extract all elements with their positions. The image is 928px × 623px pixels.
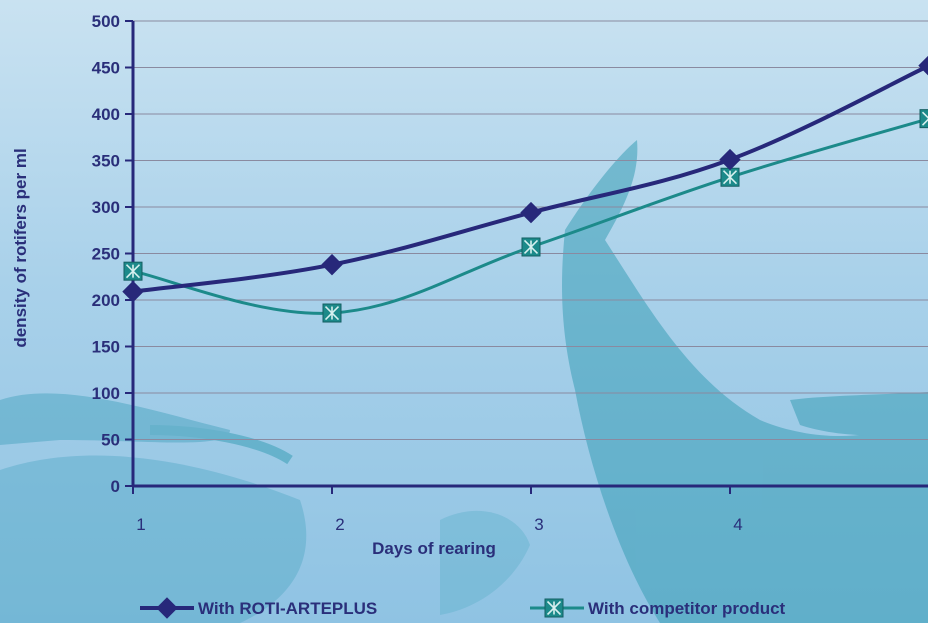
x-tick-label: 4 <box>733 515 742 534</box>
y-tick-label: 350 <box>92 152 120 171</box>
legend: With ROTI-ARTEPLUS With competitor produc… <box>140 597 786 619</box>
data-point <box>918 55 928 76</box>
y-tick-label: 450 <box>92 59 120 78</box>
data-point <box>520 201 542 224</box>
legend-label: With ROTI-ARTEPLUS <box>198 599 377 618</box>
data-point <box>123 261 143 281</box>
y-tick-label: 250 <box>92 245 120 264</box>
legend-item: With ROTI-ARTEPLUS <box>140 597 377 619</box>
y-tick-label: 50 <box>101 431 120 450</box>
data-point <box>720 167 740 187</box>
data-point <box>122 280 144 303</box>
series-layer <box>122 55 928 323</box>
data-point <box>321 253 343 276</box>
data-point <box>719 148 741 171</box>
series-roti-arteplus <box>122 55 928 303</box>
legend-marker <box>544 598 564 618</box>
legend-label: With competitor product <box>588 599 786 618</box>
x-tick-label: 3 <box>534 515 543 534</box>
legend-marker <box>156 597 178 619</box>
y-tick-label: 300 <box>92 198 120 217</box>
legend-item: With competitor product <box>530 598 786 618</box>
x-axis-title: Days of rearing <box>372 539 496 558</box>
series-line <box>132 63 928 294</box>
y-tick-label: 400 <box>92 105 120 124</box>
y-axis-ticks: 0 50 100 150 200 250 300 350 400 450 500 <box>92 12 133 496</box>
data-point <box>521 237 541 257</box>
x-tick-label: 1 <box>136 515 145 534</box>
y-tick-label: 500 <box>92 12 120 31</box>
background-dolphin-art <box>0 140 928 623</box>
y-tick-label: 100 <box>92 384 120 403</box>
y-tick-label: 200 <box>92 291 120 310</box>
data-point <box>322 303 342 323</box>
y-tick-label: 0 <box>111 477 120 496</box>
data-point <box>919 109 928 129</box>
gridlines <box>133 20 928 440</box>
y-tick-label: 150 <box>92 338 120 357</box>
x-tick-label: 2 <box>335 515 344 534</box>
y-axis-title: density of rotifers per ml <box>11 148 30 347</box>
